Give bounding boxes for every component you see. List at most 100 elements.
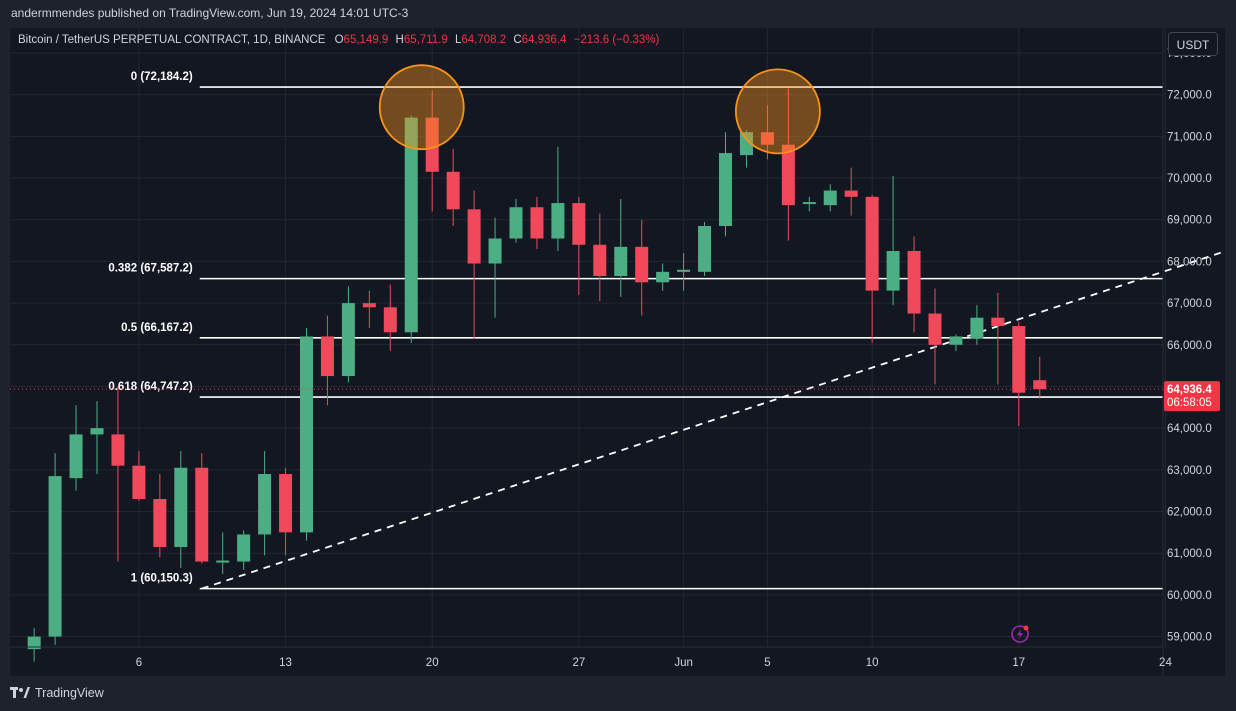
candle-body — [907, 251, 921, 314]
y-tick-label: 59,000.0 — [1167, 632, 1212, 644]
candle — [949, 334, 963, 352]
candle — [425, 90, 439, 212]
candle — [362, 290, 376, 329]
candle-body — [425, 117, 439, 172]
candle-body — [216, 560, 230, 563]
y-tick-label: 66,000.0 — [1167, 340, 1212, 352]
candle — [1033, 356, 1047, 399]
x-axis-ticks: 6 13 20 27 Jun 5 10 17 24 — [136, 657, 1173, 669]
brand-label: TradingView — [35, 686, 104, 700]
candle-body — [404, 117, 418, 333]
y-tick-label: 61,000.0 — [1167, 548, 1212, 560]
candle-body — [739, 132, 753, 156]
candle-body — [551, 203, 565, 239]
candle-body — [886, 251, 900, 291]
chart-frame[interactable]: 0 (72,184.2) 0.382 (67,587.2) 0.5 (66,167.… — [10, 28, 1225, 676]
candle-body — [677, 269, 691, 272]
y-axis-ticks: 73,000.072,000.071,000.070,000.069,000.0… — [1167, 48, 1212, 644]
candle-body — [383, 307, 397, 333]
candle-body — [1033, 380, 1047, 390]
x-tick-label: 27 — [572, 657, 585, 669]
candle — [300, 328, 313, 541]
symbol-name: Bitcoin / TetherUS PERPETUAL CONTRACT, 1… — [18, 34, 326, 46]
candle-body — [844, 190, 858, 197]
candle — [572, 196, 586, 295]
candle-body — [320, 336, 334, 377]
candle-body — [991, 317, 1005, 327]
candle — [907, 236, 921, 333]
currency-button[interactable]: USDT — [1168, 32, 1218, 56]
candle-body — [823, 190, 837, 206]
candlestick-chart[interactable]: 0 (72,184.2) 0.382 (67,587.2) 0.5 (66,167.… — [10, 28, 1225, 676]
candle-body — [530, 207, 544, 239]
last-price-label: 64,936.4 — [1167, 384, 1212, 396]
candle — [928, 288, 942, 385]
y-tick-label: 69,000.0 — [1167, 215, 1212, 227]
highlight-circles — [378, 64, 821, 155]
candle — [739, 130, 753, 168]
last-price-badge — [1164, 381, 1220, 412]
candle-body — [362, 303, 376, 308]
candle — [237, 530, 251, 570]
x-tick-label: 6 — [136, 657, 142, 669]
candle — [970, 305, 984, 345]
candle — [614, 198, 628, 297]
candle — [488, 217, 502, 318]
fib-label: 0.618 (64,747.2) — [108, 381, 193, 393]
candle — [48, 453, 62, 645]
candle-body — [1012, 326, 1026, 393]
candle-body — [760, 132, 774, 145]
symbol-legend: Bitcoin / TetherUS PERPETUAL CONTRACT, 1… — [18, 34, 663, 46]
y-tick-label: 63,000.0 — [1167, 465, 1212, 477]
candle-body — [949, 336, 963, 345]
candle — [341, 286, 355, 383]
tradingview-logo-icon — [10, 687, 30, 698]
fib-label: 0.5 (66,167.2) — [121, 322, 193, 334]
candle-body — [802, 202, 816, 205]
candle — [802, 196, 816, 212]
candle — [823, 184, 837, 212]
candle — [174, 451, 188, 568]
y-tick-label: 71,000.0 — [1167, 131, 1212, 143]
candle-body — [970, 317, 984, 339]
open-value: 65,149.9 — [343, 34, 389, 46]
candle — [467, 190, 481, 339]
candle-body — [27, 636, 41, 650]
candle-body — [90, 428, 104, 435]
x-tick-label: 10 — [866, 657, 879, 669]
tradingview-brand: TradingView — [10, 686, 104, 700]
candle-body — [865, 196, 879, 291]
candle — [781, 88, 795, 241]
fib-retracement: 0 (72,184.2) 0.382 (67,587.2) 0.5 (66,167.… — [108, 71, 1163, 590]
candle-body — [928, 313, 942, 345]
candle-body — [635, 246, 649, 283]
last-price-marker: 64,936.406:58:05 — [10, 381, 1220, 412]
candle-body — [48, 476, 62, 637]
alert-icon[interactable] — [1011, 625, 1029, 643]
candle — [844, 167, 858, 216]
candle-body — [467, 209, 481, 264]
y-tick-label: 62,000.0 — [1167, 507, 1212, 519]
open-label: O — [334, 34, 344, 46]
candle — [404, 115, 418, 343]
candle — [886, 175, 900, 306]
candle — [27, 628, 41, 662]
candle-body — [132, 465, 146, 500]
x-tick-label: 24 — [1159, 657, 1172, 669]
candle — [195, 453, 209, 564]
publisher-line: andermmendes published on TradingView.co… — [11, 6, 409, 20]
candle — [216, 532, 230, 575]
candle — [551, 146, 565, 252]
candle — [865, 194, 879, 343]
candle — [1012, 321, 1026, 427]
x-tick-label: 5 — [764, 657, 770, 669]
y-tick-label: 72,000.0 — [1167, 90, 1212, 102]
candle-body — [279, 474, 293, 533]
candle-body — [111, 434, 125, 466]
candle — [383, 284, 397, 352]
x-tick-label: 13 — [279, 657, 292, 669]
fib-label: 1 (60,150.3) — [131, 573, 193, 585]
trendline-layer — [201, 250, 1225, 590]
x-tick-label: Jun — [674, 657, 693, 669]
candle — [258, 451, 272, 556]
